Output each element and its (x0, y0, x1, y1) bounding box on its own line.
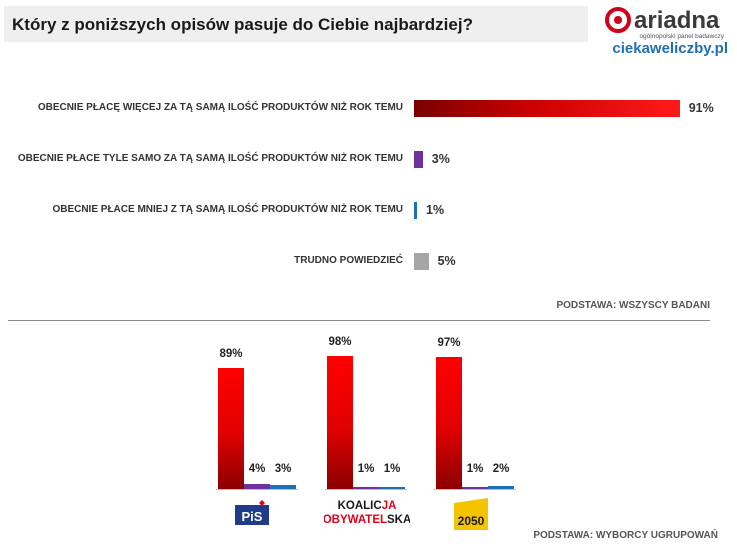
basis-party-voters: PODSTAWA: WYBORCY UGRUPOWAŃ (533, 530, 718, 541)
value-label: 89% (219, 347, 243, 360)
value-label: 2% (492, 463, 510, 475)
ko-logo-text-2b: SKA (387, 514, 410, 526)
section-divider (8, 320, 710, 321)
value-label: 4% (248, 463, 266, 475)
title-bar: Który z poniższych opisów pasuje do Cieb… (4, 6, 588, 42)
bar (414, 202, 417, 219)
value-label: 98% (328, 335, 352, 348)
bar (462, 487, 488, 489)
category-label: OBECNIE PŁACE MNIEJ Z TĄ SAMĄ ILOŚĆ PROD… (52, 204, 403, 215)
category-label: OBECNIE PŁACĘ WIĘCEJ ZA TĄ SAMĄ ILOŚĆ PR… (37, 102, 403, 113)
svg-text:KOALICJA: KOALICJA (338, 500, 397, 512)
ko-logo-text-1b: JA (382, 500, 397, 512)
pis-logo: PiS (232, 498, 272, 532)
bar (379, 487, 405, 489)
polska-2050-logo-text: 2050 (458, 514, 485, 528)
value-label: 3% (274, 463, 292, 475)
brand-tagline: ogólnopolski panel badawczy (639, 33, 724, 40)
value-label: 91% (688, 101, 714, 115)
value-label: 97% (437, 337, 461, 350)
polska-2050-shape-icon (454, 498, 488, 530)
bar (270, 484, 296, 489)
ko-logo-text-1a: KOALIC (338, 500, 382, 512)
bar (414, 100, 680, 117)
bar (488, 486, 514, 489)
ko-logo: KOALICJA OBYWATELSKA (324, 500, 410, 526)
bar (414, 253, 429, 270)
bar (218, 367, 244, 489)
basis-all-respondents: PODSTAWA: WSZYSCY BADANI (556, 300, 710, 311)
bar (436, 357, 462, 489)
bar (244, 483, 270, 489)
bar (353, 487, 379, 489)
value-label: 3% (431, 152, 450, 166)
ariadna-logo: ariadna (605, 7, 720, 34)
ariadna-mark-icon (605, 7, 631, 33)
value-label: 5% (437, 254, 456, 268)
value-label: 1% (426, 203, 445, 217)
category-label: OBECNIE PŁACE TYLE SAMO ZA TĄ SAMĄ ILOŚĆ… (17, 153, 403, 164)
group-baseline (434, 489, 516, 490)
polska-2050-logo: 2050 (454, 498, 488, 530)
group-baseline (216, 489, 298, 490)
bar (414, 151, 423, 168)
value-label: 1% (466, 463, 484, 475)
brand-name: ariadna (634, 7, 720, 34)
site-link[interactable]: ciekaweliczby.pl (612, 40, 728, 57)
svg-text:OBYWATELSKA: OBYWATELSKA (324, 514, 410, 526)
bar (327, 355, 353, 489)
pis-eagle-icon (259, 500, 265, 506)
pis-logo-text: PiS (242, 509, 263, 524)
page-title: Który z poniższych opisów pasuje do Cieb… (12, 15, 473, 34)
value-label: 1% (383, 463, 401, 475)
ko-logo-text-2a: OBYWATEL (324, 514, 387, 526)
category-label: TRUDNO POWIEDZIEĆ (294, 255, 403, 266)
group-baseline (325, 489, 407, 490)
value-label: 1% (357, 463, 375, 475)
